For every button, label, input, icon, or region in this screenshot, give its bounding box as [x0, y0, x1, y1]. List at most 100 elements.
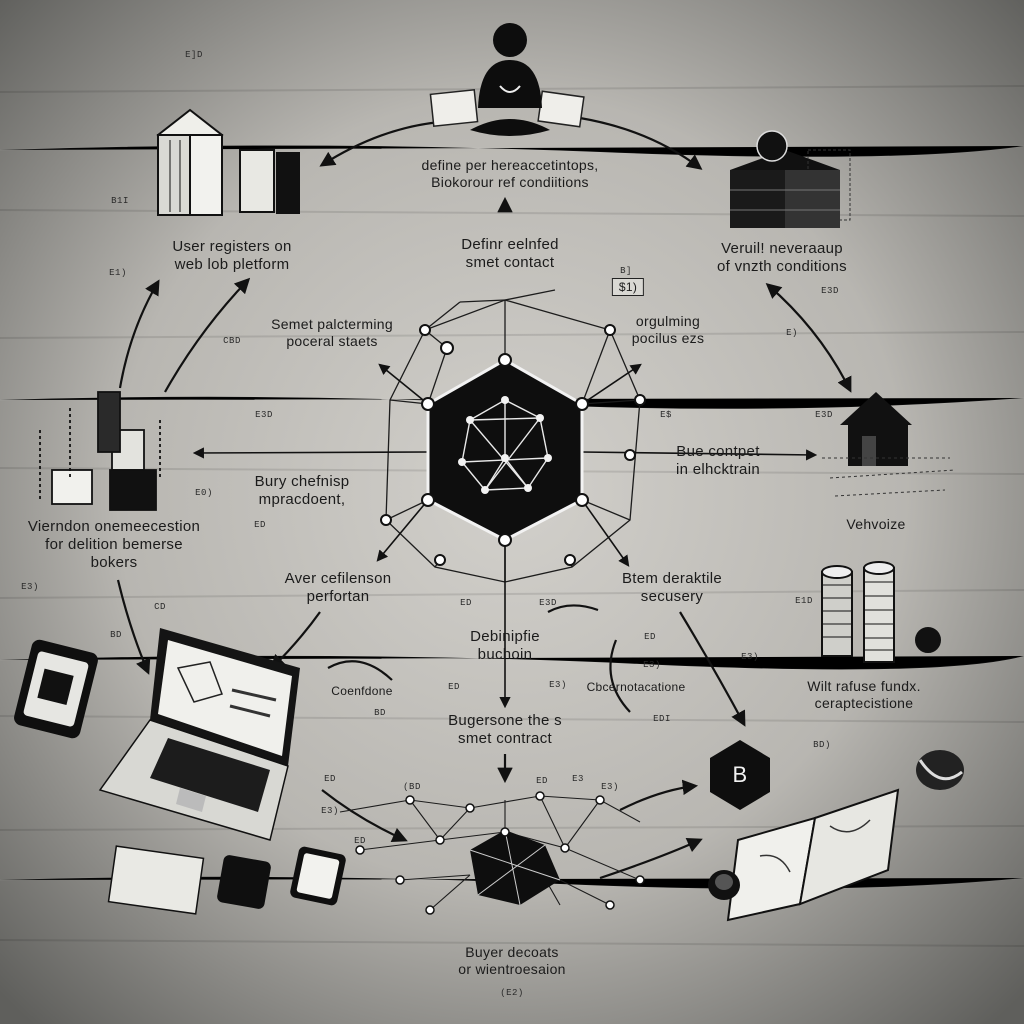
release-funds-label: Wilt rafuse fundx. ceraptecistione: [807, 678, 921, 712]
vehicle-label: Vehvoize: [846, 516, 905, 533]
tag: (BD: [403, 782, 421, 792]
tag: E3): [643, 660, 661, 670]
user-registers-line-1: User registers on: [172, 238, 292, 255]
user-registers-label: User registers on web lob pletform: [172, 238, 291, 274]
step-top-line-1: define per hereaccetintops,: [421, 157, 599, 173]
organizing-line-2: pocilus ezs: [631, 330, 705, 346]
tag: ED: [644, 632, 656, 642]
laptop-icon: [98, 628, 300, 841]
bury-line-2: mpracdoent,: [258, 491, 346, 508]
tag: E$: [660, 410, 672, 420]
tag: ED: [460, 598, 472, 608]
tag: E1D: [795, 596, 813, 606]
person-icon: [429, 23, 585, 136]
buyer-smart-label: Bugersone the s smet contract: [448, 712, 562, 748]
badge-51: $1): [611, 278, 645, 296]
hub-nodes: [380, 324, 646, 566]
coin-badge-icon: [710, 740, 770, 810]
better-line-2: secusery: [640, 588, 704, 605]
organizing-label: orgulming pocilus ezs: [632, 313, 705, 347]
tag: E3): [321, 806, 339, 816]
tag: ED: [354, 836, 366, 846]
define-smart-line-1: Definr eelnfed: [461, 236, 559, 253]
document-stack-icon: [39, 391, 161, 511]
buyer-deposits-label: Buyer decoats or wientroesaion: [458, 944, 566, 978]
tag: CBD: [223, 336, 241, 346]
buyer-smart-line-1: Bugersone the s: [448, 712, 562, 729]
base-contract-line-1: Bue contpet: [676, 443, 760, 460]
verify-line-2: of vnzth conditions: [717, 258, 847, 275]
tag: E3): [549, 680, 567, 690]
tag: CD: [154, 602, 166, 612]
tag: E3D: [539, 598, 557, 608]
smart-parameters-line-1: Semet palcterming: [271, 316, 393, 332]
conditions-label: Coenfdone: [331, 684, 393, 698]
house-icon: [822, 392, 956, 497]
tag: E3): [601, 782, 619, 792]
book-icon: [708, 750, 964, 922]
tag: BD: [374, 708, 386, 718]
deploy-line-2: buchoin: [477, 646, 533, 663]
verification-label: Vierndon onemeecestion for delition beme…: [28, 518, 200, 572]
blockchain-network-icon: [339, 791, 645, 915]
deploy-line-1: Debinipfie: [470, 628, 540, 645]
tag: ED: [448, 682, 460, 692]
coin-stack-icon: [821, 561, 941, 663]
tag: E3D: [255, 410, 273, 420]
define-smart-label: Definr eelnfed smet contact: [461, 236, 559, 272]
tag: E0): [195, 488, 213, 498]
buyer-deposits-line-2: or wientroesaion: [458, 961, 566, 977]
coin-badge-label: B: [732, 762, 748, 787]
tag: E1): [109, 268, 127, 278]
verification-line-1: Vierndon onemeecestion: [27, 518, 201, 535]
verify-conditions-label: Veruil! neveraaup of vnzth conditions: [717, 240, 847, 276]
vehicle-line-1: Vehvoize: [846, 516, 906, 532]
cycle-arrows: [116, 116, 852, 880]
verification-line-2: for delition bemerse: [45, 536, 183, 553]
tag: E3: [572, 774, 584, 784]
tag: E]D: [185, 50, 203, 60]
release-funds-line-1: Wilt rafuse fundx.: [807, 678, 921, 694]
bury-label: Bury chefnisp mpracdoent,: [255, 473, 350, 509]
tag: E): [786, 328, 798, 338]
tag: EDI: [653, 714, 671, 724]
building-icon: [156, 108, 300, 216]
tag: (E2): [500, 988, 524, 998]
tag: B1I: [111, 196, 129, 206]
tag: BD: [110, 630, 122, 640]
tag: B]: [620, 266, 632, 276]
deploy-label: Debinipfie buchoin: [470, 628, 540, 664]
tag: E3D: [815, 410, 833, 420]
hub-spokes: [192, 363, 818, 709]
bury-line-1: Bury chefnisp: [254, 473, 350, 490]
tag: BD): [813, 740, 831, 750]
tag: ED: [536, 776, 548, 786]
verification-line-3: bokers: [90, 554, 138, 571]
phone-icon: [14, 639, 346, 915]
user-registers-line-2: web lob pletform: [174, 256, 290, 273]
tag: E3): [741, 652, 759, 662]
define-smart-line-2: smet contact: [465, 254, 555, 271]
aver-line-1: Aver cefilenson: [284, 570, 392, 587]
better-label: Btem deraktile secusery: [622, 570, 722, 606]
buyer-deposits-line-1: Buyer decoats: [465, 944, 559, 960]
aver-label: Aver cefilenson perfortan: [285, 570, 392, 606]
aver-line-2: perfortan: [306, 588, 370, 605]
tag: E3): [21, 582, 39, 592]
observations-label: Cbcernotacatione: [586, 680, 686, 694]
base-contract-line-2: in elhcktrain: [676, 461, 760, 478]
step-top-line-2: Biokorour ref condiitions: [431, 174, 589, 190]
buyer-smart-line-2: smet contract: [458, 730, 552, 747]
smart-parameters-line-2: poceral staets: [286, 333, 378, 349]
release-funds-line-2: ceraptecistione: [814, 695, 914, 711]
better-line-1: Btem deraktile: [621, 570, 723, 587]
base-contract-label: Bue contpet in elhcktrain: [676, 443, 760, 479]
organizing-line-1: orgulming: [635, 313, 701, 329]
tag: E3D: [821, 286, 839, 296]
tag: ED: [324, 774, 336, 784]
step-top-label: define per hereaccetintops, Biokorour re…: [422, 157, 599, 191]
server-stack-icon: [730, 130, 851, 228]
smart-parameters-label: Semet palcterming poceral staets: [271, 316, 393, 350]
